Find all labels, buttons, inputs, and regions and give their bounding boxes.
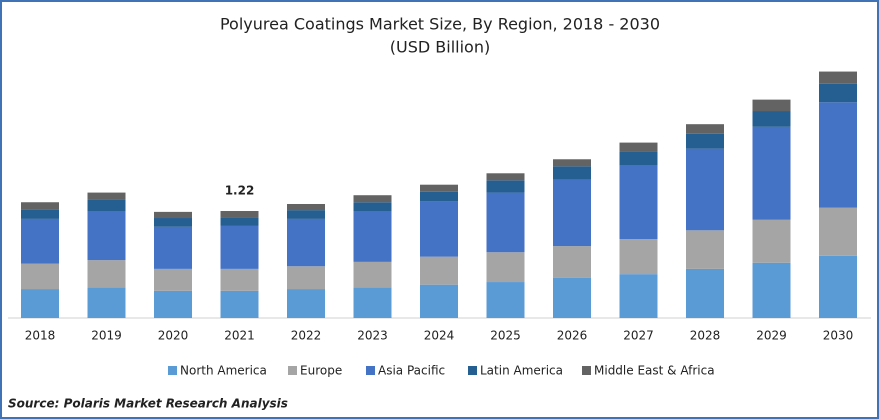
bar-segment <box>486 282 525 318</box>
bar-segment <box>353 287 392 318</box>
bar-segment <box>420 256 458 285</box>
x-tick-label: 2024 <box>424 329 455 343</box>
bar-segment <box>752 126 791 220</box>
bar-segment <box>420 191 458 202</box>
bar-segment <box>154 211 192 219</box>
x-tick-label: 2019 <box>91 329 122 343</box>
bar-segment <box>21 202 59 210</box>
bar-segment <box>486 173 525 181</box>
bar-segment <box>287 203 325 211</box>
legend-label: Asia Pacific <box>378 364 445 378</box>
bar-segment <box>619 274 658 318</box>
legend-swatch <box>288 366 297 375</box>
bar-segment <box>819 255 857 318</box>
bar-segment <box>21 289 59 318</box>
bar-segment <box>619 142 658 152</box>
bar-segment <box>752 99 791 112</box>
legend-label: Middle East & Africa <box>594 364 715 378</box>
bar-segment <box>686 133 724 149</box>
bar-segment <box>752 262 791 318</box>
legend-label: Europe <box>300 364 342 378</box>
chart-subtitle: (USD Billion) <box>390 38 490 57</box>
bar-segment <box>154 218 192 227</box>
x-tick-label: 2025 <box>490 329 521 343</box>
x-tick-label: 2023 <box>357 329 388 343</box>
bar-segment <box>287 210 325 219</box>
bar-segment <box>87 287 126 318</box>
bar-segment <box>486 180 525 193</box>
x-tick-label: 2027 <box>623 329 654 343</box>
legend-label: North America <box>180 364 267 378</box>
chart-title: Polyurea Coatings Market Size, By Region… <box>220 15 660 34</box>
bar-segment <box>220 268 259 291</box>
bar-segment <box>486 192 525 253</box>
bar-segment <box>420 284 458 318</box>
bar-segment <box>353 195 392 203</box>
bar-segment <box>752 111 791 127</box>
bar-segment <box>220 217 259 226</box>
bar-segment <box>553 246 591 278</box>
bar-segment <box>220 211 259 218</box>
x-tick-label: 2021 <box>224 329 255 343</box>
bar-segment <box>619 165 658 240</box>
legend-swatch <box>582 366 591 375</box>
bar-segment <box>87 211 126 261</box>
bar-segment <box>819 207 857 256</box>
legend-label: Latin America <box>480 364 563 378</box>
bar-segment <box>87 260 126 288</box>
bar-segment <box>287 289 325 318</box>
bar-segment <box>819 71 857 84</box>
bar-segment <box>686 148 724 231</box>
bar-segment <box>21 218 59 264</box>
bar-segment <box>819 102 857 208</box>
legend-swatch <box>468 366 477 375</box>
x-tick-label: 2020 <box>158 329 189 343</box>
bar-segment <box>353 202 392 212</box>
bar-segment <box>353 211 392 262</box>
bar-segment <box>619 151 658 166</box>
x-tick-label: 2026 <box>557 329 588 343</box>
bar-segment <box>619 239 658 275</box>
bar-segment <box>154 226 192 269</box>
bar-segment <box>553 179 591 247</box>
bar-segment <box>287 266 325 290</box>
bar-segment <box>21 263 59 290</box>
bar-segment <box>287 218 325 267</box>
bar-segment <box>686 268 724 318</box>
bar-segment <box>553 277 591 318</box>
bar-segment <box>220 225 259 269</box>
x-tick-label: 2028 <box>690 329 721 343</box>
x-tick-label: 2029 <box>756 329 787 343</box>
bar-segment <box>486 252 525 283</box>
annotation: 1.22 <box>225 184 255 198</box>
legend-swatch <box>366 366 375 375</box>
bar-segment <box>553 166 591 180</box>
bar-segment <box>87 192 126 200</box>
bar-segment <box>752 219 791 263</box>
x-tick-label: 2022 <box>291 329 322 343</box>
x-tick-label: 2030 <box>823 329 854 343</box>
bar-segment <box>87 199 126 212</box>
bar-segment <box>220 290 259 318</box>
x-tick-label: 2018 <box>25 329 56 343</box>
bar-segment <box>420 184 458 192</box>
bar-segment <box>353 261 392 288</box>
source: Source: Polaris Market Research Analysis <box>8 397 288 411</box>
bar-segment <box>154 290 192 318</box>
bar-segment <box>21 209 59 219</box>
bar-segment <box>686 230 724 269</box>
bar-segment <box>819 83 857 103</box>
bar-segment <box>686 124 724 134</box>
bar-segment <box>154 268 192 291</box>
bar-segment <box>420 201 458 257</box>
legend-swatch <box>168 366 177 375</box>
bar-segment <box>553 159 591 167</box>
